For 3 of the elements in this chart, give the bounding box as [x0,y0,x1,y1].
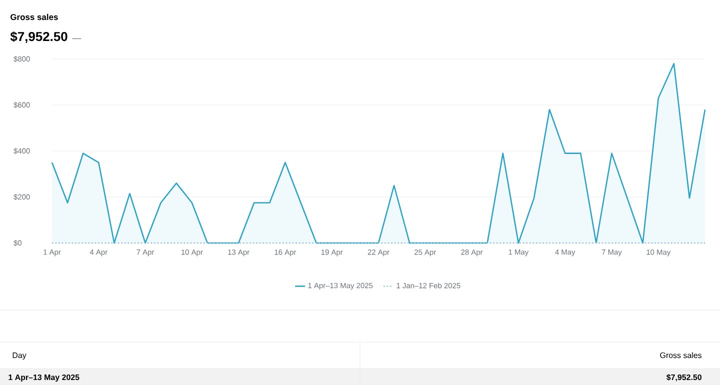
chart-title: Gross sales [10,14,58,20]
text: — [72,38,82,40]
chart-subtitle: $7,952.50 [10,31,68,43]
